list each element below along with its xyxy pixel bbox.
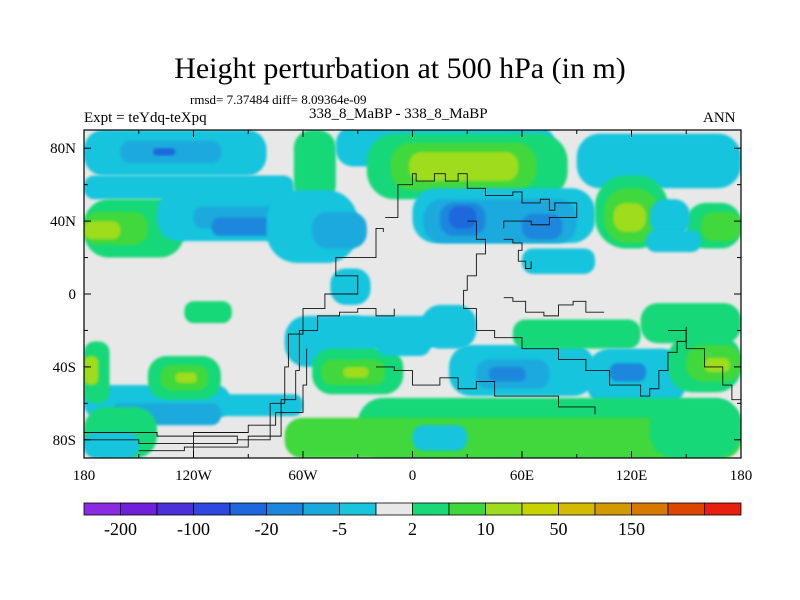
southern-peninsula-outline <box>503 297 605 317</box>
x-tick-label: 60E <box>510 468 534 484</box>
contour-region-9 <box>211 217 282 236</box>
y-tick-label: 40S <box>53 360 76 376</box>
contour-region-63 <box>84 432 139 458</box>
stats-line: rmsd= 7.37484 diff= 8.09364e-09 <box>190 92 367 107</box>
experiment-label: Expt = teYdq-teXpq <box>84 110 207 126</box>
southern-ridge-outline <box>376 366 596 415</box>
contour-region-21 <box>522 213 563 240</box>
contour-region-29 <box>646 230 701 253</box>
south-ocean-ring-outline <box>84 432 238 440</box>
colorbar-box-15 <box>631 502 669 516</box>
island-chain-east-outline <box>503 238 532 269</box>
y-tick-label: 80N <box>50 141 76 157</box>
contour-region-54 <box>609 363 647 382</box>
colorbar-labels: -200 -100 -20 -5 2 10 50 150 <box>104 519 645 539</box>
axis-layer: 180 120W 60W 0 60E 120E 180 80N 40N 0 40S 80S <box>50 129 753 484</box>
antarctic-shelf-outline <box>84 348 308 444</box>
colorbar-box-6 <box>302 502 340 516</box>
colorbar-label: -5 <box>332 519 347 539</box>
eastern-coast-south-outline <box>668 329 741 418</box>
x-tick-label: 120W <box>175 468 213 484</box>
south-america-inner-outline <box>138 308 395 452</box>
land-outline-layer <box>84 173 741 458</box>
african-east-coast-outline <box>463 220 687 397</box>
contour-region-30 <box>522 248 595 274</box>
south-america-west-coast-outline <box>193 227 384 458</box>
contour-region-62 <box>649 399 741 458</box>
contour-region-61 <box>412 425 468 451</box>
contour-region-28 <box>649 199 690 236</box>
colorbar-box-5 <box>266 502 304 516</box>
colorbar-box-7 <box>339 502 377 516</box>
y-tick-label: 80S <box>53 433 76 449</box>
colorbar-label: 150 <box>618 519 645 539</box>
contour-region-3 <box>153 148 176 156</box>
african-block-outline <box>385 173 578 229</box>
x-tick-label: 60W <box>288 468 318 484</box>
colorbar-box-17 <box>704 502 742 516</box>
colorbar-box-12 <box>521 502 559 516</box>
y-tick-label: 40N <box>50 214 76 230</box>
contour-region-37 <box>84 355 99 386</box>
colorbar-boxes <box>83 502 742 516</box>
colorbar-box-10 <box>448 502 486 516</box>
y-tick-label: 0 <box>69 287 77 303</box>
contour-region-46 <box>343 366 369 378</box>
colorbar-label: 10 <box>477 519 495 539</box>
x-tick-label: 180 <box>730 468 753 484</box>
colorbar-label: -100 <box>177 519 210 539</box>
season-label: ANN <box>703 110 736 126</box>
contour-region-52 <box>640 303 741 344</box>
colorbar-box-4 <box>229 502 267 516</box>
x-tick-label: 120E <box>616 468 648 484</box>
contour-region-27 <box>700 212 741 242</box>
contour-region-6 <box>84 221 121 240</box>
contour-region-47 <box>376 330 431 356</box>
contour-region-51 <box>512 319 641 349</box>
colorbar-box-8 <box>375 502 413 516</box>
colorbar-box-9 <box>412 502 450 516</box>
case-label: 338_8_MaBP - 338_8_MaBP <box>309 106 488 122</box>
contour-region-50 <box>489 366 526 382</box>
colorbar-label: -20 <box>255 519 279 539</box>
colorbar-label: -200 <box>104 519 137 539</box>
colorbar-label: 2 <box>408 519 417 539</box>
colorbar-box-16 <box>667 502 705 516</box>
contour-region-43 <box>421 304 477 349</box>
colorbar-box-13 <box>558 502 596 516</box>
contour-region-31 <box>330 268 371 305</box>
colorbar-box-14 <box>594 502 632 516</box>
contour-region-12 <box>312 212 367 249</box>
colorbar-box-11 <box>485 502 523 516</box>
colorbar-box-1 <box>120 502 158 516</box>
contour-fill-layer <box>84 130 741 458</box>
contour-region-32 <box>184 301 232 324</box>
contour-region-10 <box>293 130 336 203</box>
contour-region-25 <box>613 202 647 233</box>
colorbar-box-2 <box>156 502 194 516</box>
contour-region-20 <box>449 206 477 229</box>
x-tick-label: 180 <box>73 468 96 484</box>
contour-region-22 <box>576 133 741 189</box>
contour-region-60 <box>284 417 741 458</box>
colorbar-box-3 <box>193 502 231 516</box>
x-tick-label: 0 <box>409 468 417 484</box>
colorbar-box-0 <box>83 502 121 516</box>
contour-region-40 <box>175 372 198 384</box>
chart-title: Height perturbation at 500 hPa (in m) <box>174 52 626 85</box>
contour-region-57 <box>704 357 731 373</box>
colorbar-label: 50 <box>550 519 568 539</box>
